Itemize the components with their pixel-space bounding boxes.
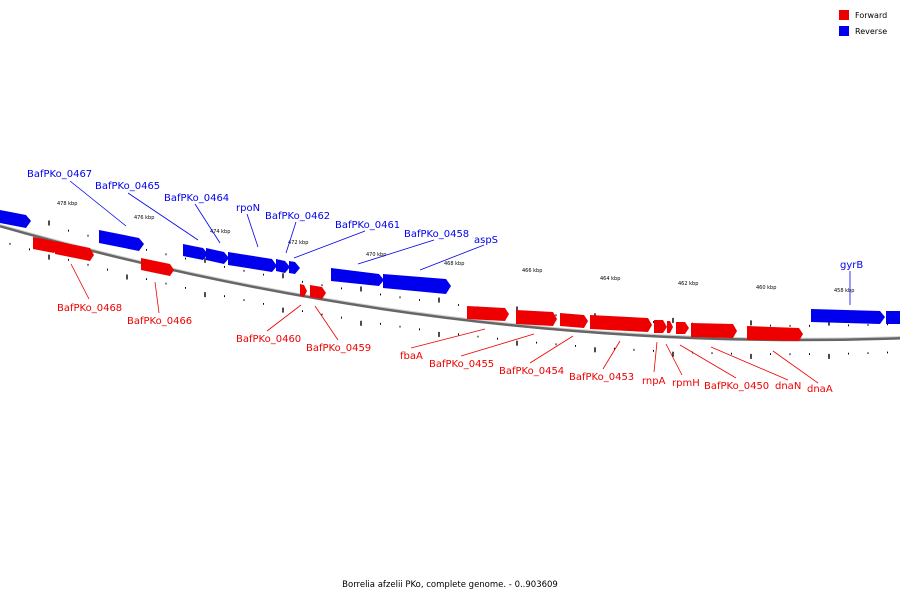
forward-gene-dnaA[interactable] — [747, 326, 803, 341]
forward-gene-rnpA[interactable] — [654, 320, 667, 333]
gene-label[interactable]: dnaN — [775, 381, 801, 392]
legend-reverse-label: Reverse — [855, 27, 887, 36]
reverse-gene-labels: BafPKo_0467 BafPKo_0465 BafPKo_0464 rpoN… — [27, 169, 863, 271]
forward-gene-BafPKo_0468[interactable] — [55, 241, 94, 261]
kbp-label: 474 kbp — [210, 229, 230, 235]
reverse-gene-BafPKo_0461[interactable] — [289, 261, 300, 274]
reverse-gene-BafPKo_0458[interactable] — [331, 268, 384, 286]
kbp-label: 466 kbp — [522, 268, 542, 274]
legend-forward-label: Forward — [855, 11, 887, 20]
forward-gene-BafPKo_0454[interactable] — [560, 313, 588, 328]
genome-caption: Borrelia afzelii PKo, complete genome. -… — [342, 580, 558, 590]
reverse-gene-edge[interactable] — [886, 311, 900, 324]
kbp-label: 458 kbp — [834, 288, 854, 294]
forward-gene-fbaA[interactable] — [467, 306, 509, 321]
gene-label[interactable]: BafPKo_0467 — [27, 169, 92, 180]
legend-forward-swatch — [839, 10, 849, 20]
kbp-scale: 478 kbp 476 kbp 474 kbp 472 kbp 470 kbp … — [57, 201, 854, 294]
gene-label[interactable]: BafPKo_0458 — [404, 229, 469, 240]
legend-reverse-swatch — [839, 26, 849, 36]
reverse-gene-rpoN[interactable] — [228, 252, 277, 272]
gene-label[interactable]: fbaA — [400, 351, 423, 362]
gene-label[interactable]: rpmH — [672, 378, 700, 389]
forward-gene-rpmH[interactable] — [667, 321, 673, 333]
kbp-label: 472 kbp — [288, 240, 308, 246]
forward-gene-BafPKo_0453[interactable] — [590, 315, 652, 332]
gene-label[interactable]: gyrB — [840, 260, 863, 271]
forward-leader-lines — [70, 263, 819, 384]
reverse-gene-BafPKo_0464[interactable] — [206, 248, 229, 264]
gene-label[interactable]: BafPKo_0461 — [335, 220, 400, 231]
gene-label[interactable]: BafPKo_0453 — [569, 372, 634, 383]
reverse-gene-aspS[interactable] — [383, 274, 451, 294]
forward-gene-BafPKo_0459[interactable] — [310, 285, 326, 299]
gene-label[interactable]: BafPKo_0464 — [164, 193, 229, 204]
kbp-label: 470 kbp — [366, 252, 386, 258]
kbp-label: 478 kbp — [57, 201, 77, 207]
reverse-gene-0469[interactable] — [0, 210, 31, 228]
forward-strand-genes — [33, 237, 803, 341]
forward-gene-BafPKo_0460[interactable] — [300, 284, 307, 297]
gene-label[interactable]: BafPKo_0462 — [265, 211, 330, 222]
forward-gene-BafPKo_0466[interactable] — [141, 258, 174, 276]
reverse-leader-lines — [69, 180, 851, 305]
reverse-gene-gyrB[interactable] — [811, 309, 885, 324]
forward-gene-labels: BafPKo_0468 BafPKo_0466 BafPKo_0460 BafP… — [57, 303, 833, 395]
forward-gene-0468a[interactable] — [33, 237, 58, 253]
gene-label[interactable]: BafPKo_0454 — [499, 366, 564, 377]
gene-label[interactable]: aspS — [474, 235, 498, 246]
gene-label[interactable]: rnpA — [642, 376, 666, 387]
gene-label[interactable]: BafPKo_0465 — [95, 181, 160, 192]
kbp-label: 462 kbp — [678, 281, 698, 287]
reverse-strand-genes — [0, 210, 900, 324]
kbp-label: 476 kbp — [134, 215, 154, 221]
gene-label[interactable]: BafPKo_0460 — [236, 334, 301, 345]
gene-label[interactable]: BafPKo_0468 — [57, 303, 122, 314]
reverse-gene-BafPKo_0467[interactable] — [99, 230, 144, 251]
forward-gene-dnaN[interactable] — [691, 323, 737, 338]
gene-label[interactable]: BafPKo_0466 — [127, 316, 192, 327]
gene-label[interactable]: BafPKo_0455 — [429, 359, 494, 370]
gene-label[interactable]: BafPKo_0459 — [306, 343, 371, 354]
reverse-gene-BafPKo_0465[interactable] — [183, 244, 208, 260]
forward-gene-BafPKo_0455[interactable] — [516, 310, 557, 326]
legend: Forward Reverse — [839, 10, 887, 36]
reverse-gene-BafPKo_0462[interactable] — [276, 259, 290, 273]
kbp-label: 468 kbp — [444, 261, 464, 267]
kbp-label: 460 kbp — [756, 285, 776, 291]
kbp-label: 464 kbp — [600, 276, 620, 282]
gene-label[interactable]: dnaA — [807, 384, 833, 395]
gene-label[interactable]: BafPKo_0450 — [704, 381, 769, 392]
gene-label[interactable]: rpoN — [236, 203, 260, 214]
forward-gene-BafPKo_0450[interactable] — [676, 322, 689, 334]
